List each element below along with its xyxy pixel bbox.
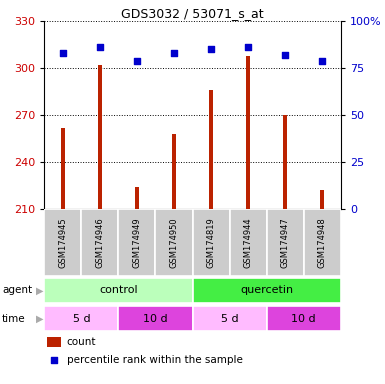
Text: ▶: ▶: [36, 313, 43, 324]
Text: control: control: [99, 285, 138, 296]
Point: [245, 45, 251, 51]
Bar: [44, 278, 192, 303]
Bar: [283, 115, 287, 209]
Point: [171, 50, 177, 56]
Text: GSM174944: GSM174944: [244, 218, 253, 268]
Point: [208, 46, 214, 53]
Bar: [192, 209, 229, 276]
Bar: [44, 306, 119, 331]
Text: time: time: [2, 313, 25, 324]
Text: GSM174947: GSM174947: [281, 217, 290, 268]
Bar: [267, 209, 304, 276]
Bar: [229, 209, 266, 276]
Text: GSM174945: GSM174945: [58, 218, 67, 268]
Title: GDS3032 / 53071_s_at: GDS3032 / 53071_s_at: [121, 7, 264, 20]
Bar: [98, 65, 102, 209]
Text: GSM174819: GSM174819: [206, 217, 216, 268]
Text: GSM174950: GSM174950: [169, 218, 179, 268]
Point: [134, 58, 140, 64]
Point: [319, 58, 325, 64]
Text: 10 d: 10 d: [143, 313, 168, 324]
Point: [60, 50, 66, 56]
Bar: [60, 128, 65, 209]
Text: 5 d: 5 d: [72, 313, 90, 324]
Bar: [119, 209, 156, 276]
Text: quercetin: quercetin: [240, 285, 293, 296]
Text: GSM174946: GSM174946: [95, 217, 104, 268]
Point: [51, 356, 57, 362]
Text: ▶: ▶: [36, 285, 43, 296]
Bar: [81, 209, 119, 276]
Text: 5 d: 5 d: [221, 313, 238, 324]
Bar: [119, 306, 192, 331]
Bar: [192, 278, 341, 303]
Bar: [135, 187, 139, 209]
Text: agent: agent: [2, 285, 32, 296]
Text: percentile rank within the sample: percentile rank within the sample: [67, 354, 243, 364]
Bar: [267, 306, 341, 331]
Bar: [172, 134, 176, 209]
Bar: [320, 190, 325, 209]
Bar: [44, 209, 81, 276]
Bar: [209, 90, 213, 209]
Text: GSM174948: GSM174948: [318, 217, 327, 268]
Point: [282, 52, 288, 58]
Bar: [246, 56, 250, 209]
Point: [97, 45, 103, 51]
Text: count: count: [67, 337, 96, 347]
Bar: [304, 209, 341, 276]
Text: 10 d: 10 d: [291, 313, 316, 324]
Bar: [156, 209, 192, 276]
Bar: [192, 306, 267, 331]
Text: GSM174949: GSM174949: [132, 218, 141, 268]
Bar: [47, 338, 60, 347]
